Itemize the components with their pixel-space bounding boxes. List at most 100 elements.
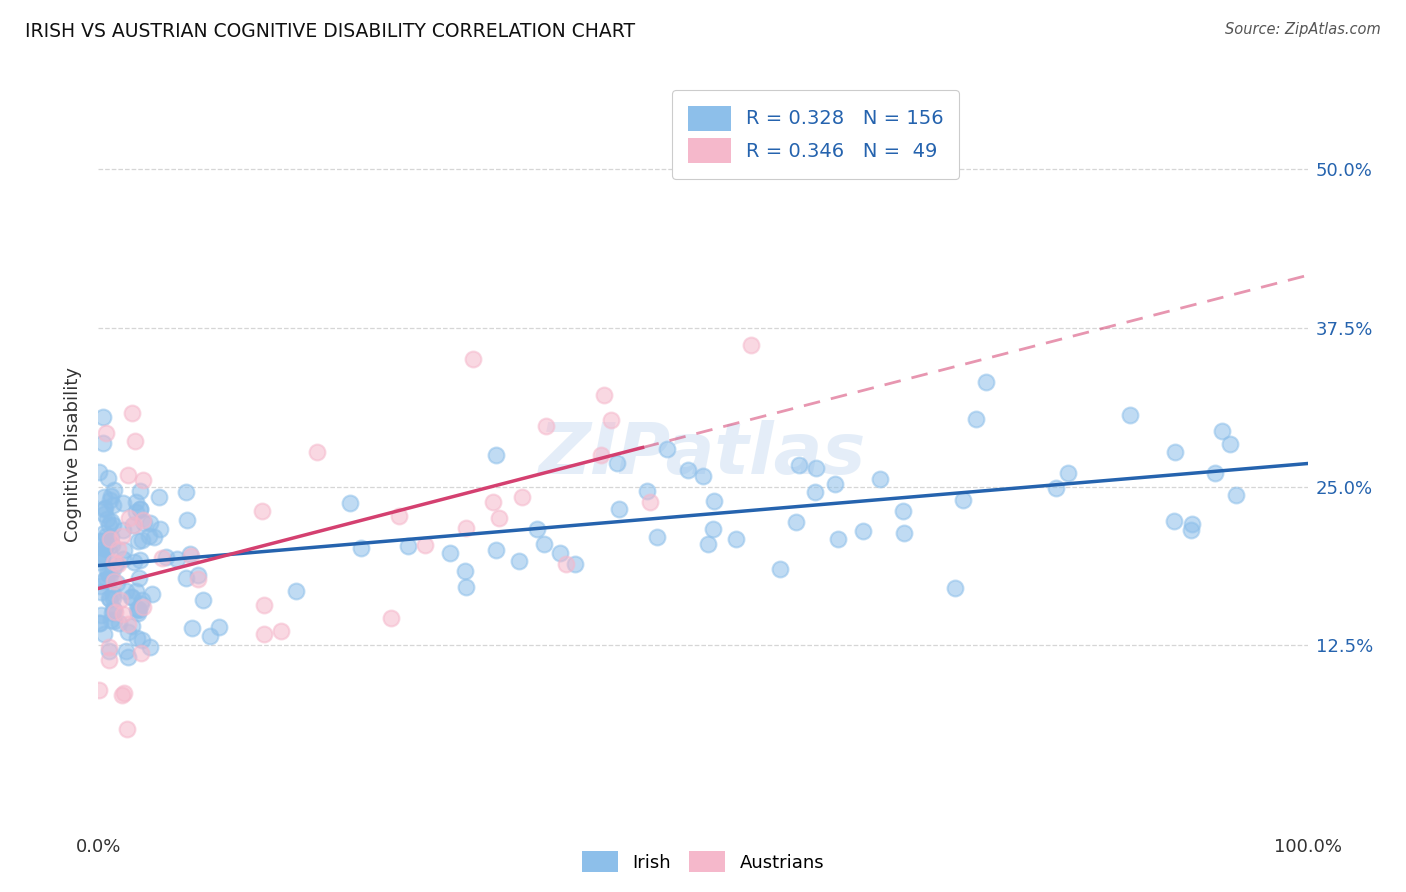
Point [697,537,720,551]
Point [104,606,127,620]
Point [91,409,114,424]
Point [96,426,118,441]
Point [117,625,139,640]
Point [122,555,145,569]
Point [1181,516,1204,531]
Point [121,619,143,633]
Point [94,529,117,543]
Point [564,557,586,571]
Point [636,484,658,499]
Point [198,629,221,643]
Point [174,570,197,584]
Point [112,607,135,621]
Point [111,688,134,702]
Point [974,375,997,389]
Point [125,495,148,509]
Point [91,574,114,589]
Point [600,413,623,427]
Point [128,571,150,585]
Point [149,523,172,537]
Point [485,449,508,463]
Point [339,496,361,510]
Point [93,490,115,504]
Point [454,521,477,535]
Point [89,615,111,630]
Point [555,558,578,572]
Point [122,518,145,533]
Point [488,511,510,525]
Point [702,522,724,536]
Point [270,624,292,638]
Point [725,532,748,546]
Point [90,550,112,565]
Point [1163,514,1185,528]
Point [97,518,120,533]
Point [1164,445,1187,459]
Point [396,539,419,553]
Point [703,493,725,508]
Point [121,590,143,604]
Point [148,490,170,504]
Point [787,458,810,472]
Point [125,602,148,616]
Point [124,505,146,519]
Point [97,470,120,484]
Point [97,591,120,605]
Point [179,547,201,561]
Point [118,511,141,525]
Point [100,514,122,528]
Point [100,613,122,627]
Point [191,593,214,607]
Point [87,683,110,698]
Point [90,607,112,622]
Point [131,593,153,607]
Point [638,495,661,509]
Point [129,502,152,516]
Point [307,445,329,459]
Point [132,513,155,527]
Point [454,564,477,578]
Point [526,522,548,536]
Point [94,501,117,516]
Point [103,555,125,569]
Point [350,541,373,555]
Point [117,616,139,631]
Point [98,643,121,657]
Point [1225,488,1247,502]
Point [98,568,121,582]
Point [208,620,231,634]
Point [94,572,117,586]
Point [893,526,915,541]
Point [93,627,115,641]
Point [87,616,110,631]
Point [285,583,308,598]
Legend: Irish, Austrians: Irish, Austrians [571,840,835,883]
Point [93,436,115,450]
Point [131,646,153,660]
Point [117,468,139,483]
Point [132,473,155,487]
Point [250,504,273,518]
Point [120,590,142,604]
Point [785,515,807,529]
Point [166,552,188,566]
Point [485,543,508,558]
Point [134,516,156,530]
Point [100,530,122,544]
Point [252,598,274,612]
Point [103,587,125,601]
Point [112,686,135,700]
Point [98,532,121,546]
Point [98,535,121,549]
Point [117,650,139,665]
Point [1045,482,1067,496]
Point [93,541,115,555]
Point [482,495,505,509]
Text: Source: ZipAtlas.com: Source: ZipAtlas.com [1225,22,1381,37]
Point [103,602,125,616]
Point [150,550,173,565]
Point [827,533,849,547]
Point [533,536,555,550]
Point [952,492,974,507]
Point [124,434,146,448]
